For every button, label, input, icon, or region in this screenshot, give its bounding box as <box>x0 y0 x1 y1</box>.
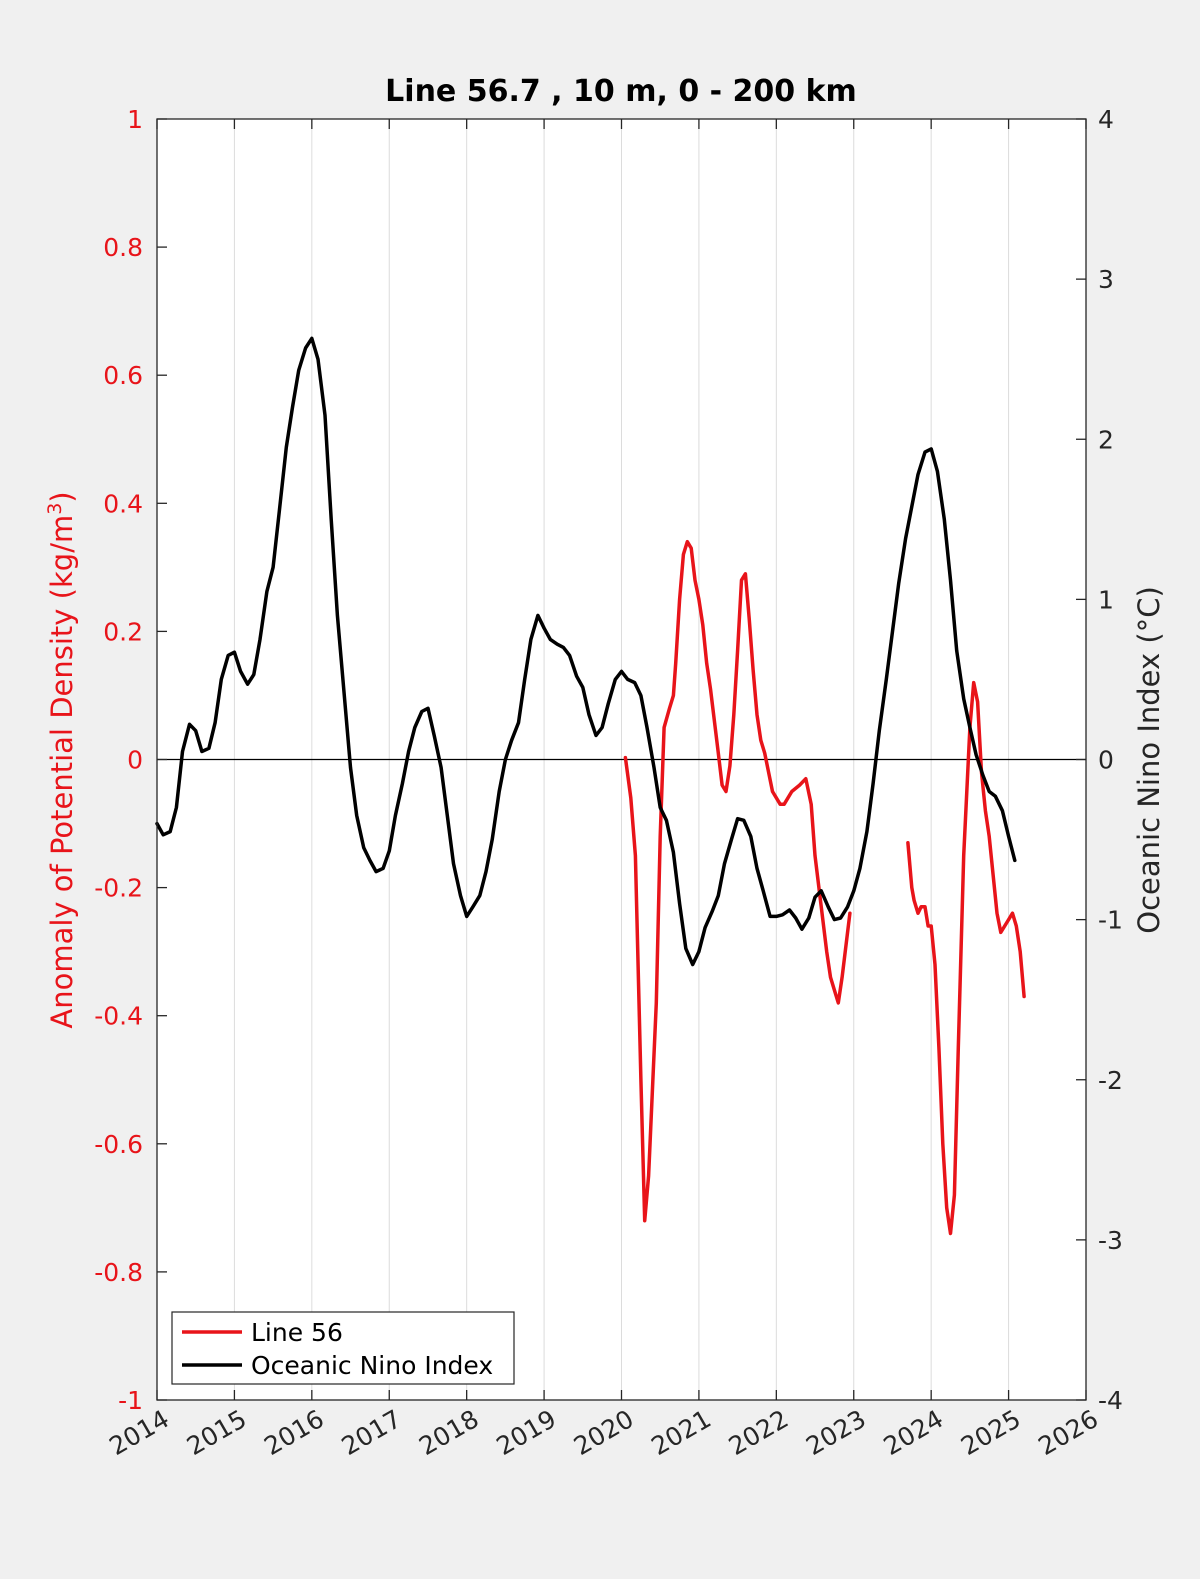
y-axis-left-label: Anomaly of Potential Density (kg/m3) <box>44 491 79 1028</box>
y-left-tick-label: -0.8 <box>94 1258 143 1287</box>
y-right-tick-label: -4 <box>1098 1386 1123 1415</box>
y-left-tick-label: -1 <box>118 1386 143 1415</box>
y-right-tick-label: 2 <box>1098 425 1114 454</box>
y-left-tick-label: 0.6 <box>103 361 143 390</box>
y-left-tick-label: -0.4 <box>94 1002 143 1031</box>
legend-box <box>171 1311 515 1385</box>
y-right-tick-label: -3 <box>1098 1226 1123 1255</box>
y-right-tick-label: 4 <box>1098 105 1114 134</box>
y-axis-left-label-main: Anomaly of Potential Density (kg/m <box>45 515 79 1029</box>
y-axis-left-label-close: ) <box>45 491 79 502</box>
y-axis-left-label-superscript: 3 <box>44 503 66 515</box>
y-left-tick-label: 0 <box>127 746 143 775</box>
y-left-tick-label: -0.2 <box>94 874 143 903</box>
y-right-tick-label: -2 <box>1098 1066 1123 1095</box>
y-left-tick-label: -0.6 <box>94 1130 143 1159</box>
y-left-tick-label: 0.2 <box>103 617 143 646</box>
y-left-tick-label: 0.4 <box>103 489 143 518</box>
line56-series-segment <box>906 680 1026 1236</box>
chart-title: Line 56.7 , 10 m, 0 - 200 km <box>385 74 857 109</box>
y-axis-right-label: Oceanic Nino Index (°C) <box>1132 586 1166 934</box>
y-right-tick-label: 1 <box>1098 585 1114 614</box>
legend-label-line56: Line 56 <box>251 1318 343 1347</box>
series-layer <box>155 336 1026 1236</box>
legend: Line 56 Oceanic Nino Index <box>171 1311 515 1385</box>
y-left-tick-label: 0.8 <box>103 233 143 262</box>
oni-series-segment <box>155 336 1017 967</box>
y-right-tick-label: -1 <box>1098 906 1123 935</box>
legend-label-oni: Oceanic Nino Index <box>251 1351 493 1380</box>
y-right-tick-label: 0 <box>1098 746 1114 775</box>
y-right-tick-label: 3 <box>1098 265 1114 294</box>
line56-series-segment <box>623 539 852 1223</box>
y-left-tick-label: 1 <box>127 105 143 134</box>
